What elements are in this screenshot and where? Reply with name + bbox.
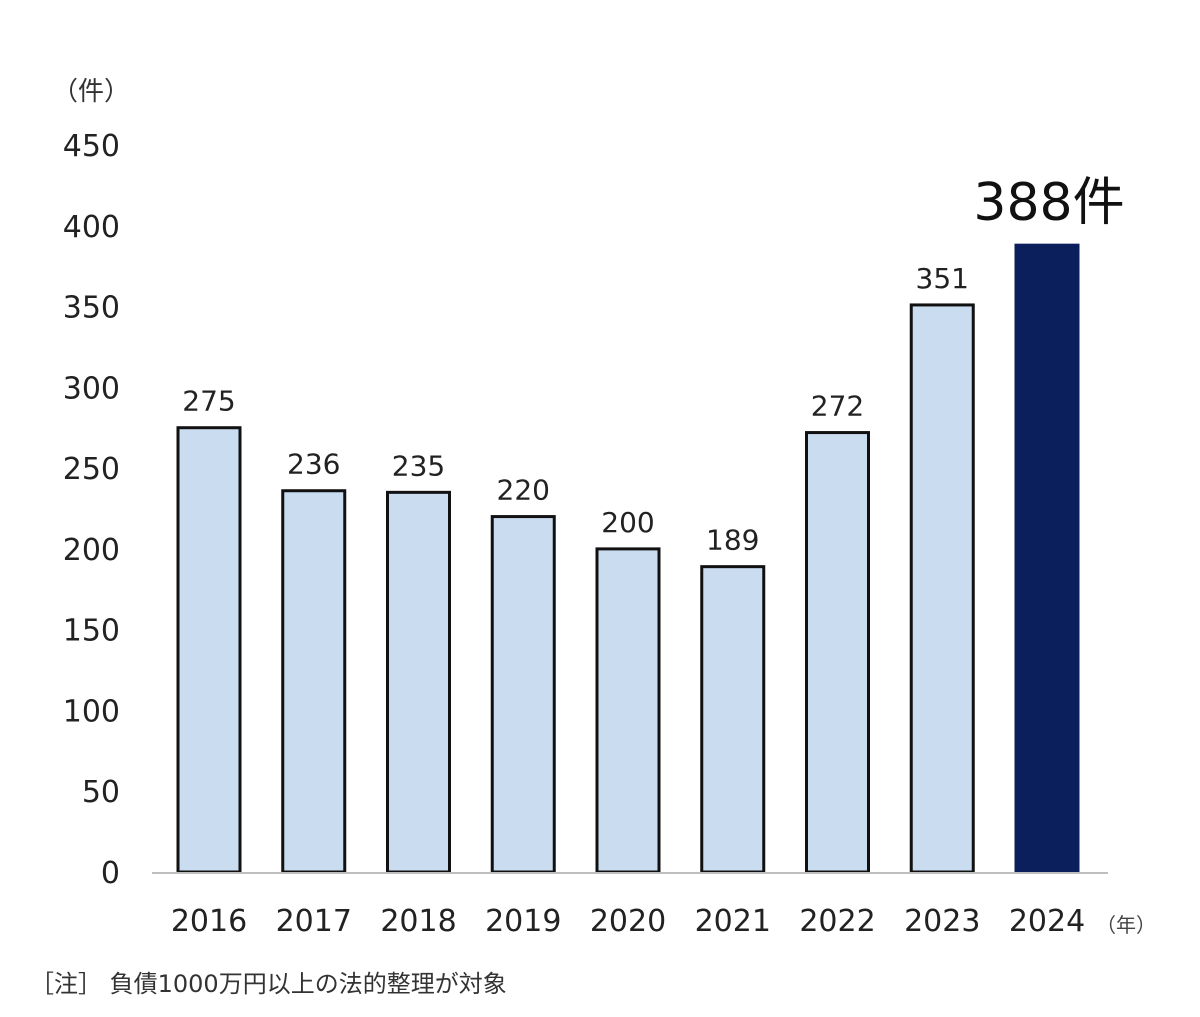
bar-2019 bbox=[490, 515, 556, 874]
data-label: 236 bbox=[287, 448, 340, 481]
y-tick-label: 0 bbox=[101, 856, 120, 891]
y-tick-label: 450 bbox=[63, 129, 120, 164]
x-tick-label: 2024 bbox=[1009, 904, 1085, 939]
y-tick-label: 100 bbox=[63, 694, 120, 729]
x-tick-label: 2021 bbox=[695, 904, 771, 939]
data-label: 200 bbox=[601, 506, 654, 539]
bar-2021 bbox=[700, 565, 766, 874]
x-axis-unit-label: （年） bbox=[1096, 913, 1156, 937]
bar-2017 bbox=[281, 489, 347, 874]
x-axis-ticks: 2016 2017 2018 2019 2020 2021 2022 2023 2024 bbox=[171, 904, 1085, 939]
data-label: 275 bbox=[182, 385, 235, 418]
bar-2020 bbox=[595, 547, 661, 874]
y-tick-label: 250 bbox=[63, 452, 120, 487]
x-tick-label: 2016 bbox=[171, 904, 247, 939]
y-tick-label: 150 bbox=[63, 614, 120, 649]
y-tick-label: 350 bbox=[63, 291, 120, 326]
y-tick-label: 200 bbox=[63, 533, 120, 568]
y-tick-label: 50 bbox=[82, 775, 120, 810]
y-axis-ticks: 0 50 100 150 200 250 300 350 400 450 bbox=[63, 129, 120, 891]
x-tick-label: 2022 bbox=[799, 904, 875, 939]
footnote: ［注］ 負債1000万円以上の法的整理が対象 bbox=[30, 970, 507, 998]
bar-2023 bbox=[909, 303, 975, 874]
y-tick-label: 400 bbox=[63, 210, 120, 245]
x-tick-label: 2023 bbox=[904, 904, 980, 939]
bar-2016 bbox=[176, 426, 242, 874]
highlight-data-label: 388件 bbox=[973, 173, 1124, 233]
y-tick-label: 300 bbox=[63, 371, 120, 406]
x-tick-label: 2018 bbox=[380, 904, 456, 939]
x-tick-label: 2019 bbox=[485, 904, 561, 939]
data-label: 351 bbox=[916, 262, 969, 295]
data-label: 220 bbox=[497, 474, 550, 507]
x-tick-label: 2017 bbox=[276, 904, 352, 939]
x-tick-label: 2020 bbox=[590, 904, 666, 939]
data-label: 235 bbox=[392, 449, 445, 482]
bar-2022 bbox=[805, 431, 870, 874]
data-label: 272 bbox=[811, 390, 864, 423]
y-axis-unit-label: （件） bbox=[52, 77, 130, 107]
bar-2018 bbox=[386, 490, 451, 874]
bar-2024 bbox=[1014, 243, 1080, 874]
data-label: 189 bbox=[706, 524, 759, 557]
bars-group bbox=[176, 243, 1080, 874]
